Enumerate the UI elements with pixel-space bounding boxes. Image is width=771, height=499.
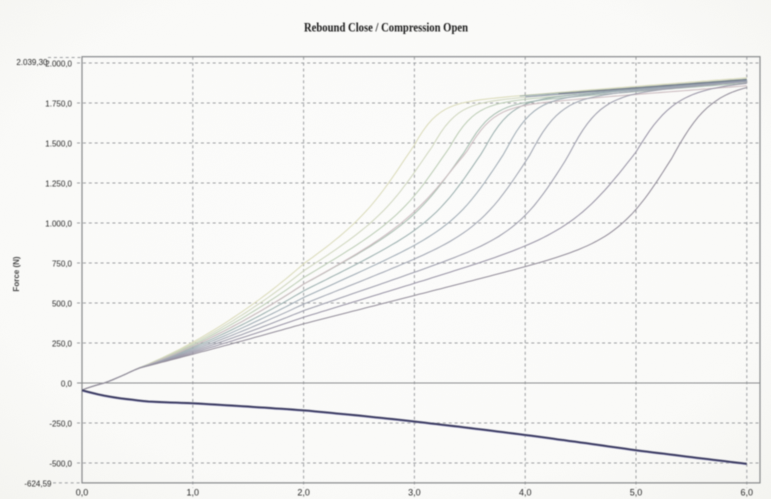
svg-text:1.250,0: 1.250,0 <box>45 180 72 189</box>
svg-text:2.039,30: 2.039,30 <box>16 58 48 67</box>
svg-text:1.000,0: 1.000,0 <box>45 220 72 229</box>
svg-text:2.000,0: 2.000,0 <box>45 60 72 69</box>
svg-text:6,0: 6,0 <box>741 488 754 498</box>
svg-text:2,0: 2,0 <box>297 488 310 498</box>
svg-text:1,0: 1,0 <box>187 488 200 498</box>
svg-text:0,0: 0,0 <box>76 488 89 498</box>
svg-text:Force (N): Force (N) <box>12 256 21 291</box>
svg-text:5,0: 5,0 <box>630 488 643 498</box>
svg-text:4,0: 4,0 <box>519 488 532 498</box>
svg-text:250,0: 250,0 <box>52 340 73 349</box>
svg-text:500,0: 500,0 <box>52 300 73 309</box>
svg-text:-250,0: -250,0 <box>49 420 72 429</box>
svg-text:750,0: 750,0 <box>52 260 73 269</box>
svg-text:1.500,0: 1.500,0 <box>45 140 72 149</box>
svg-text:-624,59: -624,59 <box>24 479 52 488</box>
svg-text:3,0: 3,0 <box>408 488 421 498</box>
svg-text:Rebound Close / Compression Op: Rebound Close / Compression Open <box>304 20 469 35</box>
svg-text:1.750,0: 1.750,0 <box>45 100 72 109</box>
svg-text:0,0: 0,0 <box>61 380 73 389</box>
svg-text:-500,0: -500,0 <box>49 460 72 469</box>
